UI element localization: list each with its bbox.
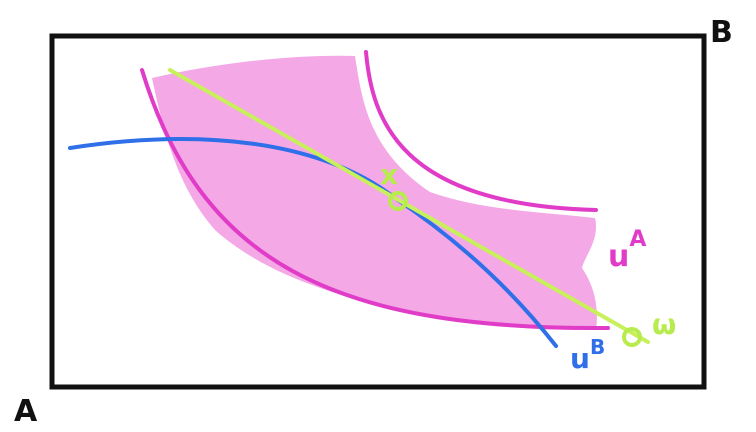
- utility-b-label: uB: [570, 335, 605, 375]
- indifference-curve-a-outer: [140, 68, 610, 331]
- edgeworth-box-frame: [49, 33, 707, 390]
- corner-label-a: A: [14, 394, 38, 429]
- point-w-label: ω: [652, 308, 676, 341]
- point-w-marker: [622, 327, 642, 347]
- point-x-marker: [388, 191, 408, 211]
- budget-line: [168, 68, 650, 344]
- point-x-label: x: [380, 158, 398, 191]
- indifference-curve-a-inner: [364, 50, 598, 212]
- utility-a-label: uA: [608, 227, 646, 274]
- corner-label-b: B: [710, 15, 733, 50]
